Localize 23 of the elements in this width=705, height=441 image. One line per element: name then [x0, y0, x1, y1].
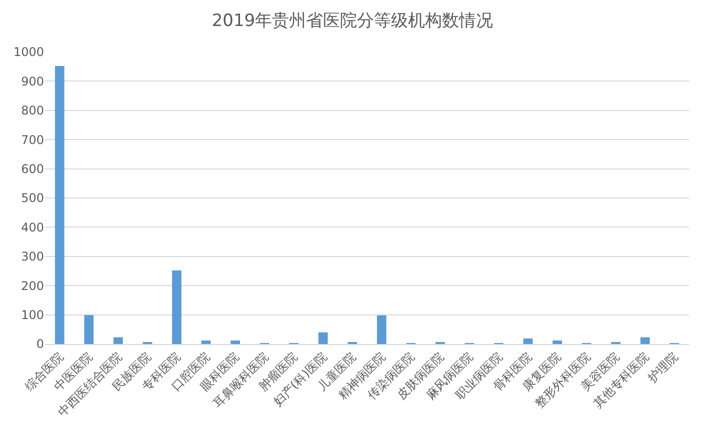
bar: [318, 332, 328, 344]
y-tick-label: 500: [21, 191, 44, 206]
chart-title: 2019年贵州省医院分等级机构数情况: [212, 10, 494, 31]
bar: [523, 338, 533, 344]
y-tick-label: 1000: [13, 45, 44, 60]
y-tick-label: 600: [21, 162, 44, 176]
bar: [84, 315, 94, 344]
y-tick-label: 800: [21, 104, 44, 118]
bar: [376, 315, 386, 344]
bar: [552, 340, 562, 344]
y-tick-label: 300: [21, 250, 44, 264]
y-tick-label: 100: [21, 308, 44, 322]
y-tick-label: 900: [21, 74, 44, 88]
bar: [172, 270, 182, 344]
bar: [114, 337, 123, 344]
y-tick-label: 0: [36, 337, 44, 352]
bar: [640, 337, 650, 344]
y-tick-label: 200: [21, 278, 44, 293]
bar: [201, 340, 211, 344]
bar: [54, 66, 64, 344]
y-tick-label: 700: [21, 132, 44, 147]
y-tick-label: 400: [21, 220, 44, 234]
bar: [230, 340, 240, 344]
